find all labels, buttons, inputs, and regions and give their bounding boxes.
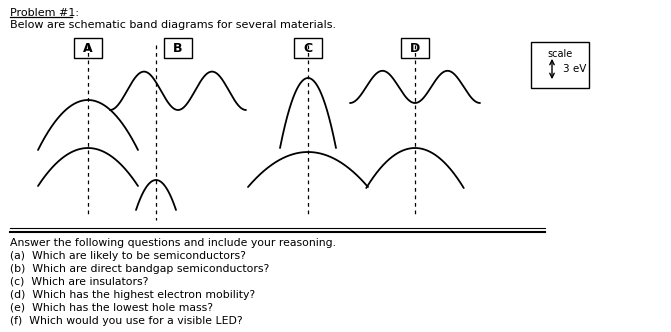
Bar [531,42,589,88]
Text: (f)  Which would you use for a visible LED?: (f) Which would you use for a visible LE… [10,316,243,326]
Text: B: B [173,42,183,54]
Text: scale: scale [548,49,572,59]
Bar [74,38,102,58]
Text: D: D [410,42,420,54]
Text: A: A [83,42,93,54]
Text: Problem #1:: Problem #1: [10,8,79,18]
Text: (a)  Which are likely to be semiconductors?: (a) Which are likely to be semiconductor… [10,251,246,261]
Bar [164,38,192,58]
Text: Answer the following questions and include your reasoning.: Answer the following questions and inclu… [10,238,336,248]
Text: Below are schematic band diagrams for several materials.: Below are schematic band diagrams for se… [10,20,336,30]
Bar [294,38,322,58]
Text: 3 eV: 3 eV [563,64,586,74]
Text: (d)  Which has the highest electron mobility?: (d) Which has the highest electron mobil… [10,290,255,300]
Text: (b)  Which are direct bandgap semiconductors?: (b) Which are direct bandgap semiconduct… [10,264,269,274]
Text: (c)  Which are insulators?: (c) Which are insulators? [10,277,148,287]
Bar [401,38,429,58]
Text: C: C [303,42,313,54]
Text: (e)  Which has the lowest hole mass?: (e) Which has the lowest hole mass? [10,303,213,313]
